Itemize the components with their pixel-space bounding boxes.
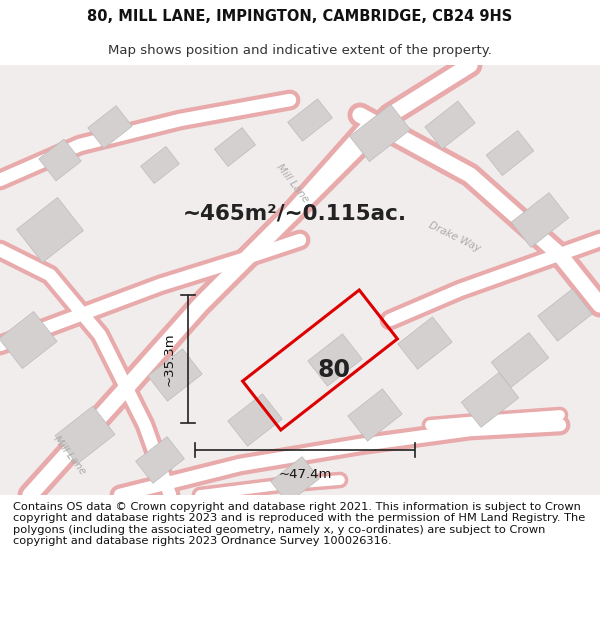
Polygon shape	[228, 394, 282, 446]
Text: ~35.3m: ~35.3m	[163, 332, 176, 386]
Polygon shape	[511, 192, 569, 248]
Polygon shape	[55, 406, 115, 464]
Text: Mill Lane: Mill Lane	[275, 162, 311, 204]
Polygon shape	[148, 349, 202, 401]
Polygon shape	[287, 99, 332, 141]
Polygon shape	[17, 198, 83, 262]
Polygon shape	[39, 139, 81, 181]
Polygon shape	[491, 332, 549, 388]
Polygon shape	[140, 146, 179, 184]
Polygon shape	[271, 457, 319, 503]
Polygon shape	[308, 334, 362, 386]
Polygon shape	[348, 389, 402, 441]
Text: 80, MILL LANE, IMPINGTON, CAMBRIDGE, CB24 9HS: 80, MILL LANE, IMPINGTON, CAMBRIDGE, CB2…	[88, 9, 512, 24]
Text: Drake Way: Drake Way	[427, 220, 482, 254]
Text: ~47.4m: ~47.4m	[278, 468, 332, 481]
Text: 80: 80	[317, 358, 350, 382]
Polygon shape	[136, 437, 184, 483]
Polygon shape	[538, 289, 592, 341]
Text: Mill Lane: Mill Lane	[52, 434, 88, 476]
Text: Contains OS data © Crown copyright and database right 2021. This information is : Contains OS data © Crown copyright and d…	[13, 501, 586, 546]
Polygon shape	[486, 131, 534, 176]
Polygon shape	[0, 311, 57, 369]
Text: ~465m²/~0.115ac.: ~465m²/~0.115ac.	[183, 203, 407, 223]
Polygon shape	[425, 101, 475, 149]
Text: Map shows position and indicative extent of the property.: Map shows position and indicative extent…	[108, 44, 492, 58]
Polygon shape	[88, 106, 132, 148]
Polygon shape	[398, 317, 452, 369]
Polygon shape	[214, 127, 256, 166]
Polygon shape	[461, 372, 519, 428]
Polygon shape	[350, 104, 410, 162]
